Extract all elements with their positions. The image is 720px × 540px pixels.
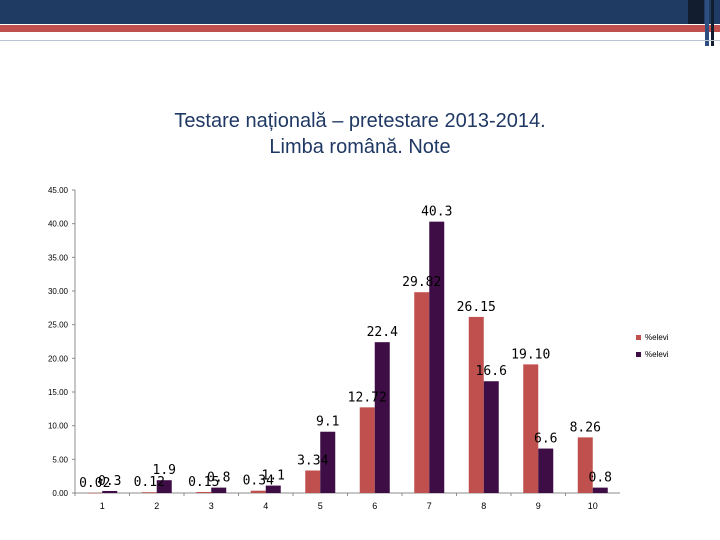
divider-line bbox=[0, 40, 720, 41]
y-tick-label: 40.00 bbox=[48, 220, 69, 229]
bar-series1-cat8 bbox=[468, 316, 484, 493]
bar-series2-cat5 bbox=[320, 431, 336, 493]
bar-series1-cat2 bbox=[141, 492, 157, 493]
data-label-series2: 9.1 bbox=[316, 415, 339, 430]
bar-series2-cat8 bbox=[483, 381, 499, 493]
data-label-series1: 26.15 bbox=[457, 300, 496, 315]
bar-series2-cat3 bbox=[211, 487, 227, 493]
bar-series2-cat4 bbox=[265, 485, 281, 493]
y-tick-label: 25.00 bbox=[48, 321, 69, 330]
x-tick-label: 8 bbox=[481, 501, 486, 511]
data-label-series2: 16.6 bbox=[476, 364, 507, 379]
legend-swatch-series1 bbox=[636, 335, 641, 340]
data-label-series1: 0.02 bbox=[79, 476, 110, 491]
x-tick-label: 9 bbox=[536, 501, 541, 511]
bar-series1-cat1 bbox=[87, 492, 103, 494]
y-tick-label: 30.00 bbox=[48, 287, 69, 296]
x-tick-label: 6 bbox=[372, 501, 377, 511]
data-label-series2: 22.4 bbox=[367, 325, 398, 340]
x-tick-label: 4 bbox=[263, 501, 268, 511]
y-tick-label: 10.00 bbox=[48, 422, 69, 431]
bar-series2-cat2 bbox=[156, 480, 172, 493]
accent-stripe bbox=[0, 25, 720, 32]
x-tick-label: 7 bbox=[427, 501, 432, 511]
data-label-series1: 12.72 bbox=[348, 390, 387, 405]
vertical-decor-bar bbox=[705, 0, 709, 46]
x-tick-label: 5 bbox=[318, 501, 323, 511]
x-tick-label: 3 bbox=[209, 501, 214, 511]
x-tick-label: 10 bbox=[588, 501, 598, 511]
header-bar-accent bbox=[688, 0, 704, 24]
y-tick-label: 0.00 bbox=[52, 489, 68, 498]
bar-series1-cat7 bbox=[414, 292, 430, 493]
data-label-series1: 0.15 bbox=[188, 475, 219, 490]
data-label-series2: 1.1 bbox=[262, 469, 285, 484]
data-label-series2: 0.8 bbox=[589, 471, 612, 486]
title-line-2: Limba română. Note bbox=[269, 136, 451, 158]
y-tick-label: 5.00 bbox=[52, 455, 68, 464]
legend-label-series1: %elevi bbox=[645, 333, 669, 342]
bar-series1-cat5 bbox=[305, 470, 321, 493]
header-bar bbox=[0, 0, 720, 24]
data-label-series1: 0.12 bbox=[134, 475, 165, 490]
data-label-series1: 8.26 bbox=[570, 420, 601, 435]
bar-series1-cat10 bbox=[577, 437, 593, 493]
title-line-1: Testare națională – pretestare 2013-2014… bbox=[174, 110, 546, 132]
data-label-series2: 1.9 bbox=[153, 463, 176, 478]
y-tick-label: 20.00 bbox=[48, 354, 69, 363]
y-tick-label: 45.00 bbox=[48, 186, 69, 195]
data-label-series1: 19.10 bbox=[511, 347, 550, 362]
bar-series1-cat4 bbox=[250, 490, 266, 493]
data-label-series2: 40.3 bbox=[421, 205, 452, 220]
bar-series1-cat9 bbox=[523, 364, 539, 493]
legend-label-series2: %elevi bbox=[645, 350, 669, 359]
data-label-series2: 0.3 bbox=[98, 474, 121, 489]
data-label-series2: 0.8 bbox=[207, 471, 230, 486]
y-tick-label: 15.00 bbox=[48, 388, 69, 397]
bar-series1-cat6 bbox=[359, 407, 375, 493]
data-label-series2: 6.6 bbox=[534, 432, 557, 447]
bar-series1-cat3 bbox=[196, 491, 212, 493]
bar-series2-cat1 bbox=[102, 490, 118, 493]
vertical-decor-bar-dark bbox=[711, 0, 714, 46]
bar-series2-cat9 bbox=[538, 448, 554, 493]
x-tick-label: 2 bbox=[154, 501, 159, 511]
x-tick-label: 1 bbox=[100, 501, 105, 511]
bar-series2-cat10 bbox=[592, 487, 608, 493]
data-label-series1: 29.82 bbox=[402, 275, 441, 290]
legend-swatch-series2 bbox=[636, 352, 641, 357]
bar-series2-cat6 bbox=[374, 342, 390, 493]
slide-title: Testare națională – pretestare 2013-2014… bbox=[60, 108, 660, 160]
data-label-series1: 3.34 bbox=[297, 454, 328, 469]
bar-series2-cat7 bbox=[429, 221, 445, 493]
y-tick-label: 35.00 bbox=[48, 253, 69, 262]
data-label-series1: 0.34 bbox=[243, 474, 274, 489]
